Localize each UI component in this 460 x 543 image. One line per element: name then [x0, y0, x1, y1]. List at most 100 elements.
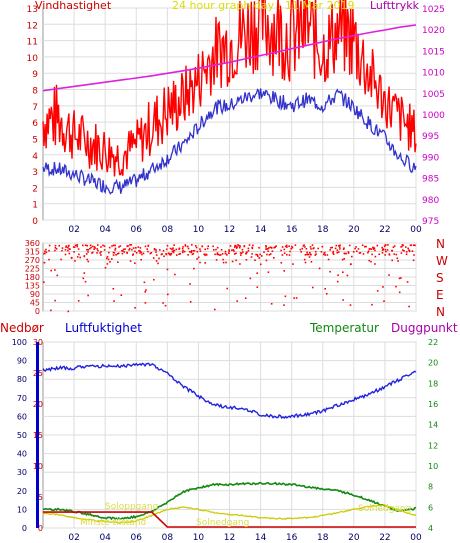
direction-point: [54, 299, 56, 302]
direction-point: [147, 250, 149, 253]
direction-point: [370, 248, 373, 250]
direction-tick-label: 315: [25, 248, 40, 257]
rain-axis-bar: [36, 342, 39, 528]
direction-point: [370, 260, 372, 263]
direction-point: [376, 244, 379, 247]
direction-point: [129, 260, 132, 262]
direction-point: [237, 244, 239, 246]
pressure-tick-label: 975: [422, 217, 439, 227]
direction-point: [371, 253, 373, 256]
direction-point: [409, 244, 412, 246]
direction-point: [139, 247, 142, 249]
direction-point: [190, 251, 193, 254]
direction-point: [115, 254, 117, 256]
direction-point: [126, 245, 128, 247]
direction-point: [91, 245, 94, 248]
pressure-tick-label: 995: [422, 132, 439, 142]
direction-point: [54, 249, 56, 252]
rain-tick-label: 20: [17, 487, 27, 496]
direction-point: [367, 251, 369, 254]
direction-point: [157, 262, 159, 265]
direction-point: [155, 249, 157, 251]
direction-point: [234, 246, 236, 248]
temp-x-tick-label: 10: [193, 533, 205, 543]
direction-point: [153, 278, 155, 281]
direction-point: [228, 252, 230, 254]
temperature-tick-label: 20: [428, 359, 438, 368]
direction-point: [124, 248, 126, 250]
direction-point: [214, 308, 216, 311]
direction-point: [258, 247, 260, 249]
wind-gust-series: [42, 0, 417, 177]
direction-point: [286, 253, 288, 256]
rain-series: [43, 511, 416, 528]
direction-point: [304, 254, 307, 256]
direction-point: [158, 257, 160, 260]
direction-point: [299, 248, 302, 251]
direction-point: [67, 249, 69, 252]
direction-point: [169, 247, 172, 250]
direction-point: [216, 252, 219, 254]
direction-point: [189, 283, 191, 285]
direction-point: [291, 245, 293, 248]
direction-point: [83, 255, 86, 257]
direction-point: [288, 254, 291, 256]
direction-point: [48, 258, 50, 261]
direction-point: [349, 263, 352, 266]
direction-point: [99, 252, 101, 254]
direction-point: [107, 258, 110, 261]
direction-point: [311, 244, 314, 246]
direction-point: [368, 248, 371, 250]
direction-point: [397, 260, 399, 262]
direction-point: [182, 249, 184, 252]
direction-point: [315, 250, 317, 253]
direction-point: [322, 253, 325, 256]
direction-point: [186, 245, 189, 248]
direction-point: [252, 244, 254, 247]
direction-point: [280, 249, 282, 252]
direction-point: [222, 261, 225, 264]
direction-point: [111, 245, 113, 247]
direction-point: [393, 245, 396, 247]
direction-point: [67, 246, 69, 249]
direction-point: [334, 247, 337, 250]
direction-point: [187, 254, 189, 256]
temp-x-ticks: 02 04 06 08 10 12 14 16 18 20 22 00: [68, 533, 422, 543]
direction-point: [249, 277, 252, 280]
direction-point: [384, 254, 386, 256]
direction-tick-label: 225: [25, 265, 40, 274]
direction-tick-label: 135: [25, 282, 40, 291]
direction-point: [290, 247, 292, 250]
direction-point: [293, 297, 295, 299]
direction-point: [248, 244, 251, 246]
direction-point: [106, 257, 108, 260]
direction-point: [310, 248, 312, 250]
temperature-axis-ticks: 4 6 8 10 12 14 16 18 20 22: [428, 338, 438, 533]
direction-point: [83, 272, 86, 274]
direction-point: [143, 281, 146, 284]
direction-point: [257, 255, 259, 257]
direction-point: [406, 281, 409, 283]
direction-point: [310, 253, 312, 256]
wind-x-tick-label: 06: [131, 225, 143, 235]
direction-point: [215, 259, 218, 261]
direction-point: [292, 263, 294, 265]
direction-point: [383, 300, 385, 302]
direction-point: [109, 261, 111, 263]
direction-point: [368, 259, 370, 262]
direction-point: [314, 254, 317, 256]
direction-point: [140, 258, 142, 261]
direction-point: [192, 252, 195, 255]
direction-point: [342, 271, 344, 273]
direction-point: [191, 244, 193, 246]
direction-point: [267, 271, 270, 273]
direction-point: [336, 280, 339, 283]
direction-point: [286, 246, 288, 248]
direction-point: [126, 251, 128, 254]
pressure-tick-label: 1000: [422, 111, 445, 121]
direction-point: [393, 253, 395, 255]
direction-point: [67, 310, 70, 313]
direction-point: [129, 247, 131, 250]
direction-point: [273, 246, 275, 249]
